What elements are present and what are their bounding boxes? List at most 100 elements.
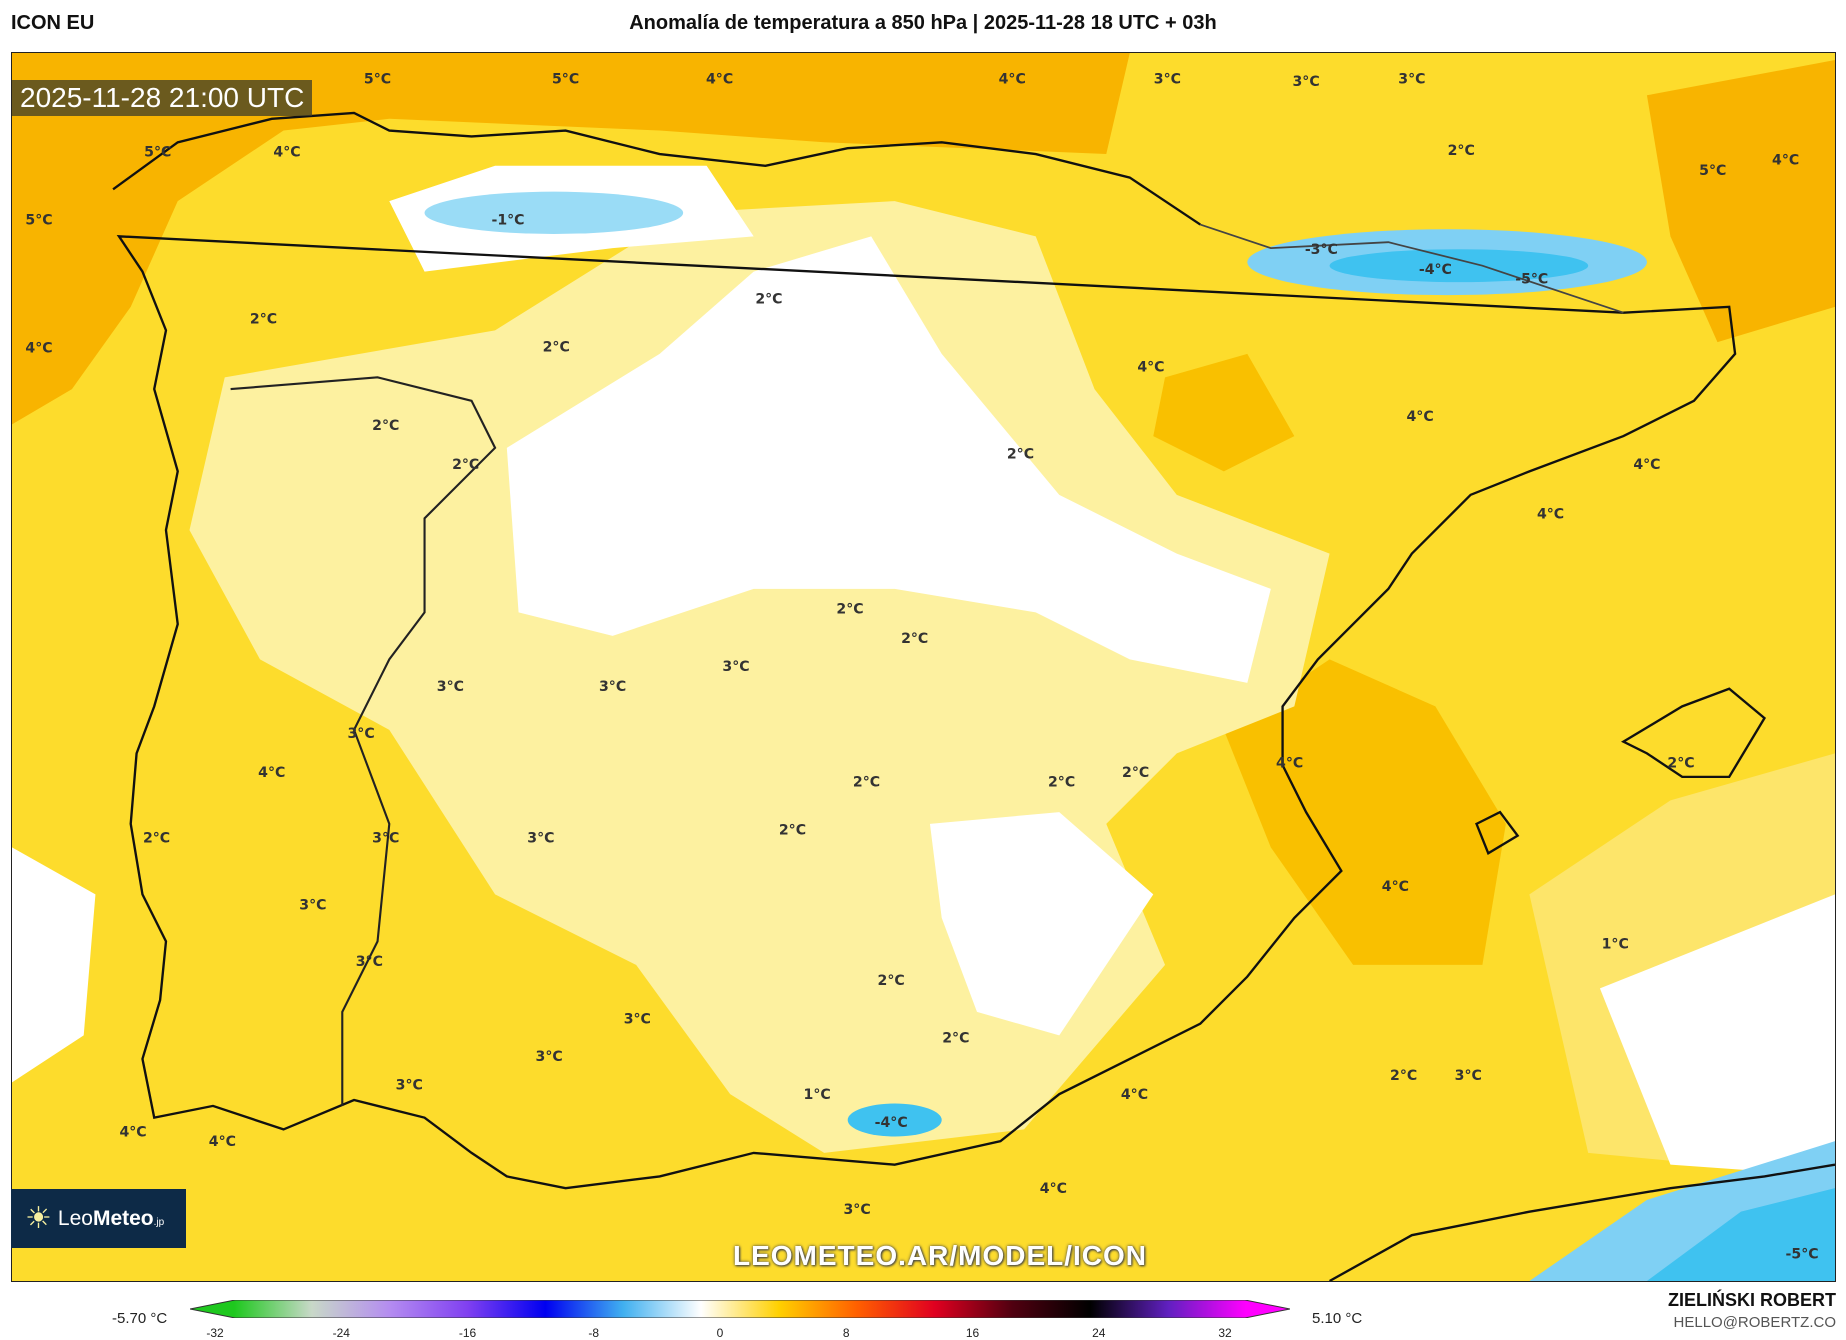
contour-label: 3°C bbox=[1455, 1068, 1482, 1084]
contour-label: 2°C bbox=[942, 1030, 969, 1046]
leometeo-logo[interactable]: ☀ LeoMeteo.jp bbox=[11, 1189, 186, 1248]
neutral-zone-west bbox=[12, 847, 96, 1083]
contour-label: 2°C bbox=[250, 311, 277, 327]
contour-label: 2°C bbox=[779, 822, 806, 838]
contour-label: 3°C bbox=[843, 1202, 870, 1218]
contour-label: 4°C bbox=[258, 765, 285, 781]
contour-label: 2°C bbox=[543, 339, 570, 355]
contour-label: 2°C bbox=[901, 631, 928, 647]
colorbar-tick: 24 bbox=[1092, 1326, 1106, 1340]
coastline-africa bbox=[1329, 1163, 1835, 1281]
contour-label: 3°C bbox=[1154, 72, 1181, 88]
contour-label: 1°C bbox=[804, 1087, 831, 1103]
contour-label: 3°C bbox=[1292, 74, 1319, 90]
contour-label: 5°C bbox=[144, 144, 171, 160]
contour-label: -3°C bbox=[1305, 242, 1338, 258]
warm-zone-valencia bbox=[1223, 659, 1506, 965]
watermark-url: LEOMETEO.AR/MODEL/ICON bbox=[733, 1240, 1147, 1271]
contour-label: 3°C bbox=[1398, 72, 1425, 88]
contour-label: 4°C bbox=[1382, 879, 1409, 895]
contour-label: 4°C bbox=[1772, 153, 1799, 169]
contour-label: 3°C bbox=[347, 726, 374, 742]
cold-core-pyrenees bbox=[1329, 249, 1589, 283]
contour-label: 4°C bbox=[1276, 755, 1303, 771]
contour-label: 2°C bbox=[1048, 774, 1075, 790]
colorbar-tick: 32 bbox=[1218, 1326, 1232, 1340]
warm-zone-east bbox=[1646, 60, 1835, 343]
contour-label: 3°C bbox=[624, 1012, 651, 1028]
contour-label: 2°C bbox=[755, 291, 782, 307]
cold-spot-cantabria bbox=[424, 191, 684, 234]
colorbar-tick: 16 bbox=[965, 1326, 980, 1340]
contour-label: 3°C bbox=[372, 831, 399, 847]
contour-label: 2°C bbox=[372, 418, 399, 434]
contour-label: 2°C bbox=[836, 602, 863, 618]
colorbar-tick: -24 bbox=[332, 1326, 350, 1340]
contour-labels: 5°C 4°C 5°C 5°C 4°C 4°C 3°C 3°C 3°C 5°C -1°C 2°C 5°C… bbox=[25, 72, 1818, 1263]
warm-zone-ebro bbox=[1153, 353, 1295, 472]
contour-label: 2°C bbox=[1390, 1068, 1417, 1084]
contour-label: -4°C bbox=[1419, 262, 1452, 278]
cold-core-southeast bbox=[1646, 1188, 1835, 1281]
contour-label: 4°C bbox=[1537, 506, 1564, 522]
contour-label: 4°C bbox=[706, 72, 733, 88]
contour-label: 4°C bbox=[209, 1134, 236, 1150]
contour-label: 3°C bbox=[299, 898, 326, 914]
cold-spot-sierra-nevada bbox=[847, 1103, 942, 1137]
contour-label: 3°C bbox=[437, 679, 464, 695]
coastline-ibiza bbox=[1475, 810, 1520, 855]
colorbar bbox=[190, 1300, 1290, 1318]
colorbar-tick: 0 bbox=[716, 1326, 724, 1340]
contour-label: 5°C bbox=[1699, 163, 1726, 179]
contour-label: 2°C bbox=[1007, 446, 1034, 462]
colorbar-gradient bbox=[190, 1300, 1290, 1318]
colorbar-tick: -32 bbox=[206, 1326, 224, 1340]
contour-label: 4°C bbox=[119, 1124, 146, 1140]
contour-label: 4°C bbox=[273, 144, 300, 160]
neutral-zone-south bbox=[929, 812, 1154, 1036]
contour-label: 2°C bbox=[853, 774, 880, 790]
contour-label: 4°C bbox=[1137, 359, 1164, 375]
contour-label: 4°C bbox=[1040, 1181, 1067, 1197]
author-credit: ZIELIŃSKI ROBERT bbox=[1667, 1290, 1836, 1310]
sun-icon: ☀ bbox=[25, 1201, 52, 1235]
contour-label: 3°C bbox=[396, 1077, 423, 1093]
colorbar-tick: -16 bbox=[458, 1326, 477, 1340]
contour-label: 2°C bbox=[1667, 755, 1694, 771]
contour-label: 3°C bbox=[599, 679, 626, 695]
colorbar-tick: 8 bbox=[842, 1326, 850, 1340]
temperature-anomaly-map: 5°C 4°C 5°C 5°C 4°C 4°C 3°C 3°C 3°C 5°C -1°C 2°C 5°C… bbox=[11, 52, 1836, 1282]
contour-label: 4°C bbox=[1406, 409, 1433, 425]
border-pyrenees bbox=[1200, 223, 1624, 314]
colorbar-min-label: -5.70 °C bbox=[112, 1310, 168, 1327]
contour-label: 2°C bbox=[1122, 765, 1149, 781]
contour-label: -5°C bbox=[1786, 1247, 1819, 1263]
valid-time-stamp: 2025-11-28 21:00 UTC bbox=[12, 80, 313, 116]
neutral-zone-east bbox=[1599, 894, 1835, 1177]
contour-label: 2°C bbox=[143, 831, 170, 847]
contour-label: 5°C bbox=[364, 72, 391, 88]
contour-label: 5°C bbox=[552, 72, 579, 88]
colorbar-max-label: 5.10 °C bbox=[1312, 1310, 1363, 1327]
contour-label: 3°C bbox=[356, 954, 383, 970]
contour-label: -4°C bbox=[875, 1115, 908, 1131]
contour-label: 5°C bbox=[25, 213, 52, 229]
contour-label: -1°C bbox=[491, 213, 524, 229]
logo-text: LeoMeteo.jp bbox=[57, 1206, 165, 1230]
contour-label: 4°C bbox=[1121, 1087, 1148, 1103]
contour-label: 3°C bbox=[722, 659, 749, 675]
contour-label: 2°C bbox=[878, 973, 905, 989]
contour-label: 4°C bbox=[25, 341, 52, 357]
contour-label: -5°C bbox=[1515, 271, 1548, 287]
chart-title: Anomalía de temperatura a 850 hPa | 2025… bbox=[629, 12, 1217, 34]
model-name: ICON EU bbox=[11, 12, 95, 34]
author-email[interactable]: HELLO@ROBERTZ.CO bbox=[1673, 1314, 1836, 1331]
colorbar-tick: -8 bbox=[588, 1326, 600, 1340]
contour-label: 3°C bbox=[536, 1049, 563, 1065]
coastline-mallorca bbox=[1620, 687, 1767, 779]
contour-label: 3°C bbox=[527, 831, 554, 847]
contour-label: 1°C bbox=[1602, 936, 1629, 952]
contour-label: 4°C bbox=[1633, 457, 1660, 473]
neutral-zone-center bbox=[506, 236, 1271, 683]
contour-label: 2°C bbox=[452, 457, 479, 473]
